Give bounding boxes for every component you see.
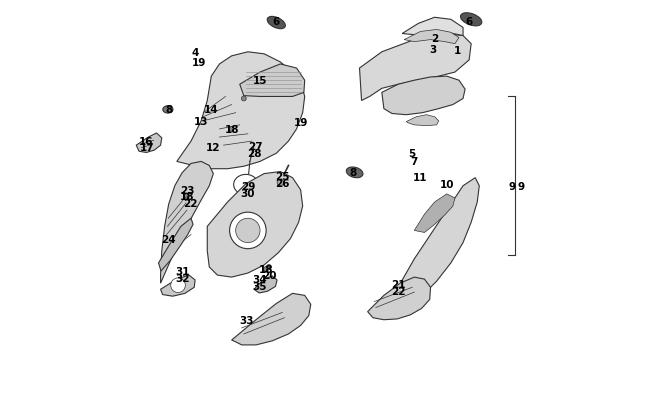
Text: 7: 7 [411,157,418,167]
Polygon shape [382,77,465,115]
Text: 13: 13 [194,117,209,126]
Text: 15: 15 [253,76,267,86]
Text: 5: 5 [409,149,416,159]
Text: 11: 11 [412,173,427,182]
Text: 21: 21 [391,279,406,289]
Text: 19: 19 [192,58,206,68]
Polygon shape [161,162,213,284]
Polygon shape [159,219,193,271]
Text: 29: 29 [240,181,255,191]
Text: 9: 9 [518,181,525,191]
Text: 2: 2 [431,34,438,43]
Text: 17: 17 [140,143,155,153]
Text: 34: 34 [253,275,267,284]
Text: 3: 3 [429,45,436,54]
Text: 24: 24 [161,235,176,245]
Text: 4: 4 [191,48,199,58]
Polygon shape [136,134,162,153]
Text: 32: 32 [175,274,189,284]
Circle shape [236,219,260,243]
Polygon shape [406,115,439,126]
Circle shape [241,97,246,102]
Text: 6: 6 [272,17,280,27]
Text: 22: 22 [183,198,198,208]
Polygon shape [161,275,195,296]
Text: 26: 26 [276,178,290,188]
Text: 1: 1 [453,46,461,55]
Polygon shape [240,65,305,97]
Ellipse shape [162,107,173,114]
Text: 27: 27 [248,142,263,151]
Circle shape [277,180,283,186]
Polygon shape [177,53,305,169]
Text: 18: 18 [224,125,239,134]
Circle shape [229,127,234,132]
Text: 14: 14 [204,104,218,114]
Text: 10: 10 [439,179,454,189]
Ellipse shape [346,168,363,178]
Ellipse shape [460,14,482,27]
Text: 19: 19 [293,117,308,127]
Text: 31: 31 [175,266,189,276]
Circle shape [171,278,185,293]
Text: 18: 18 [179,192,194,201]
Polygon shape [254,276,277,293]
Polygon shape [368,277,430,320]
Text: 33: 33 [240,315,254,325]
Text: 6: 6 [465,17,473,27]
Text: 8: 8 [350,167,357,177]
Polygon shape [404,30,459,45]
Polygon shape [414,194,455,233]
Polygon shape [398,178,479,302]
Text: 25: 25 [275,171,290,181]
Circle shape [266,265,272,270]
Polygon shape [402,18,463,36]
Ellipse shape [267,17,285,30]
Circle shape [264,267,268,272]
Text: 9: 9 [508,181,515,191]
Text: 18: 18 [259,264,274,274]
Polygon shape [359,34,471,101]
Text: 8: 8 [165,104,172,114]
Text: 22: 22 [391,287,406,296]
Circle shape [185,194,189,199]
Text: 20: 20 [262,271,276,280]
Circle shape [229,213,266,249]
Text: 28: 28 [248,149,262,159]
Text: 12: 12 [206,143,220,153]
Text: 35: 35 [253,282,267,292]
Polygon shape [231,294,311,345]
Text: 23: 23 [179,185,194,195]
Polygon shape [207,172,303,277]
Text: 30: 30 [240,189,255,198]
Text: 16: 16 [139,137,153,147]
